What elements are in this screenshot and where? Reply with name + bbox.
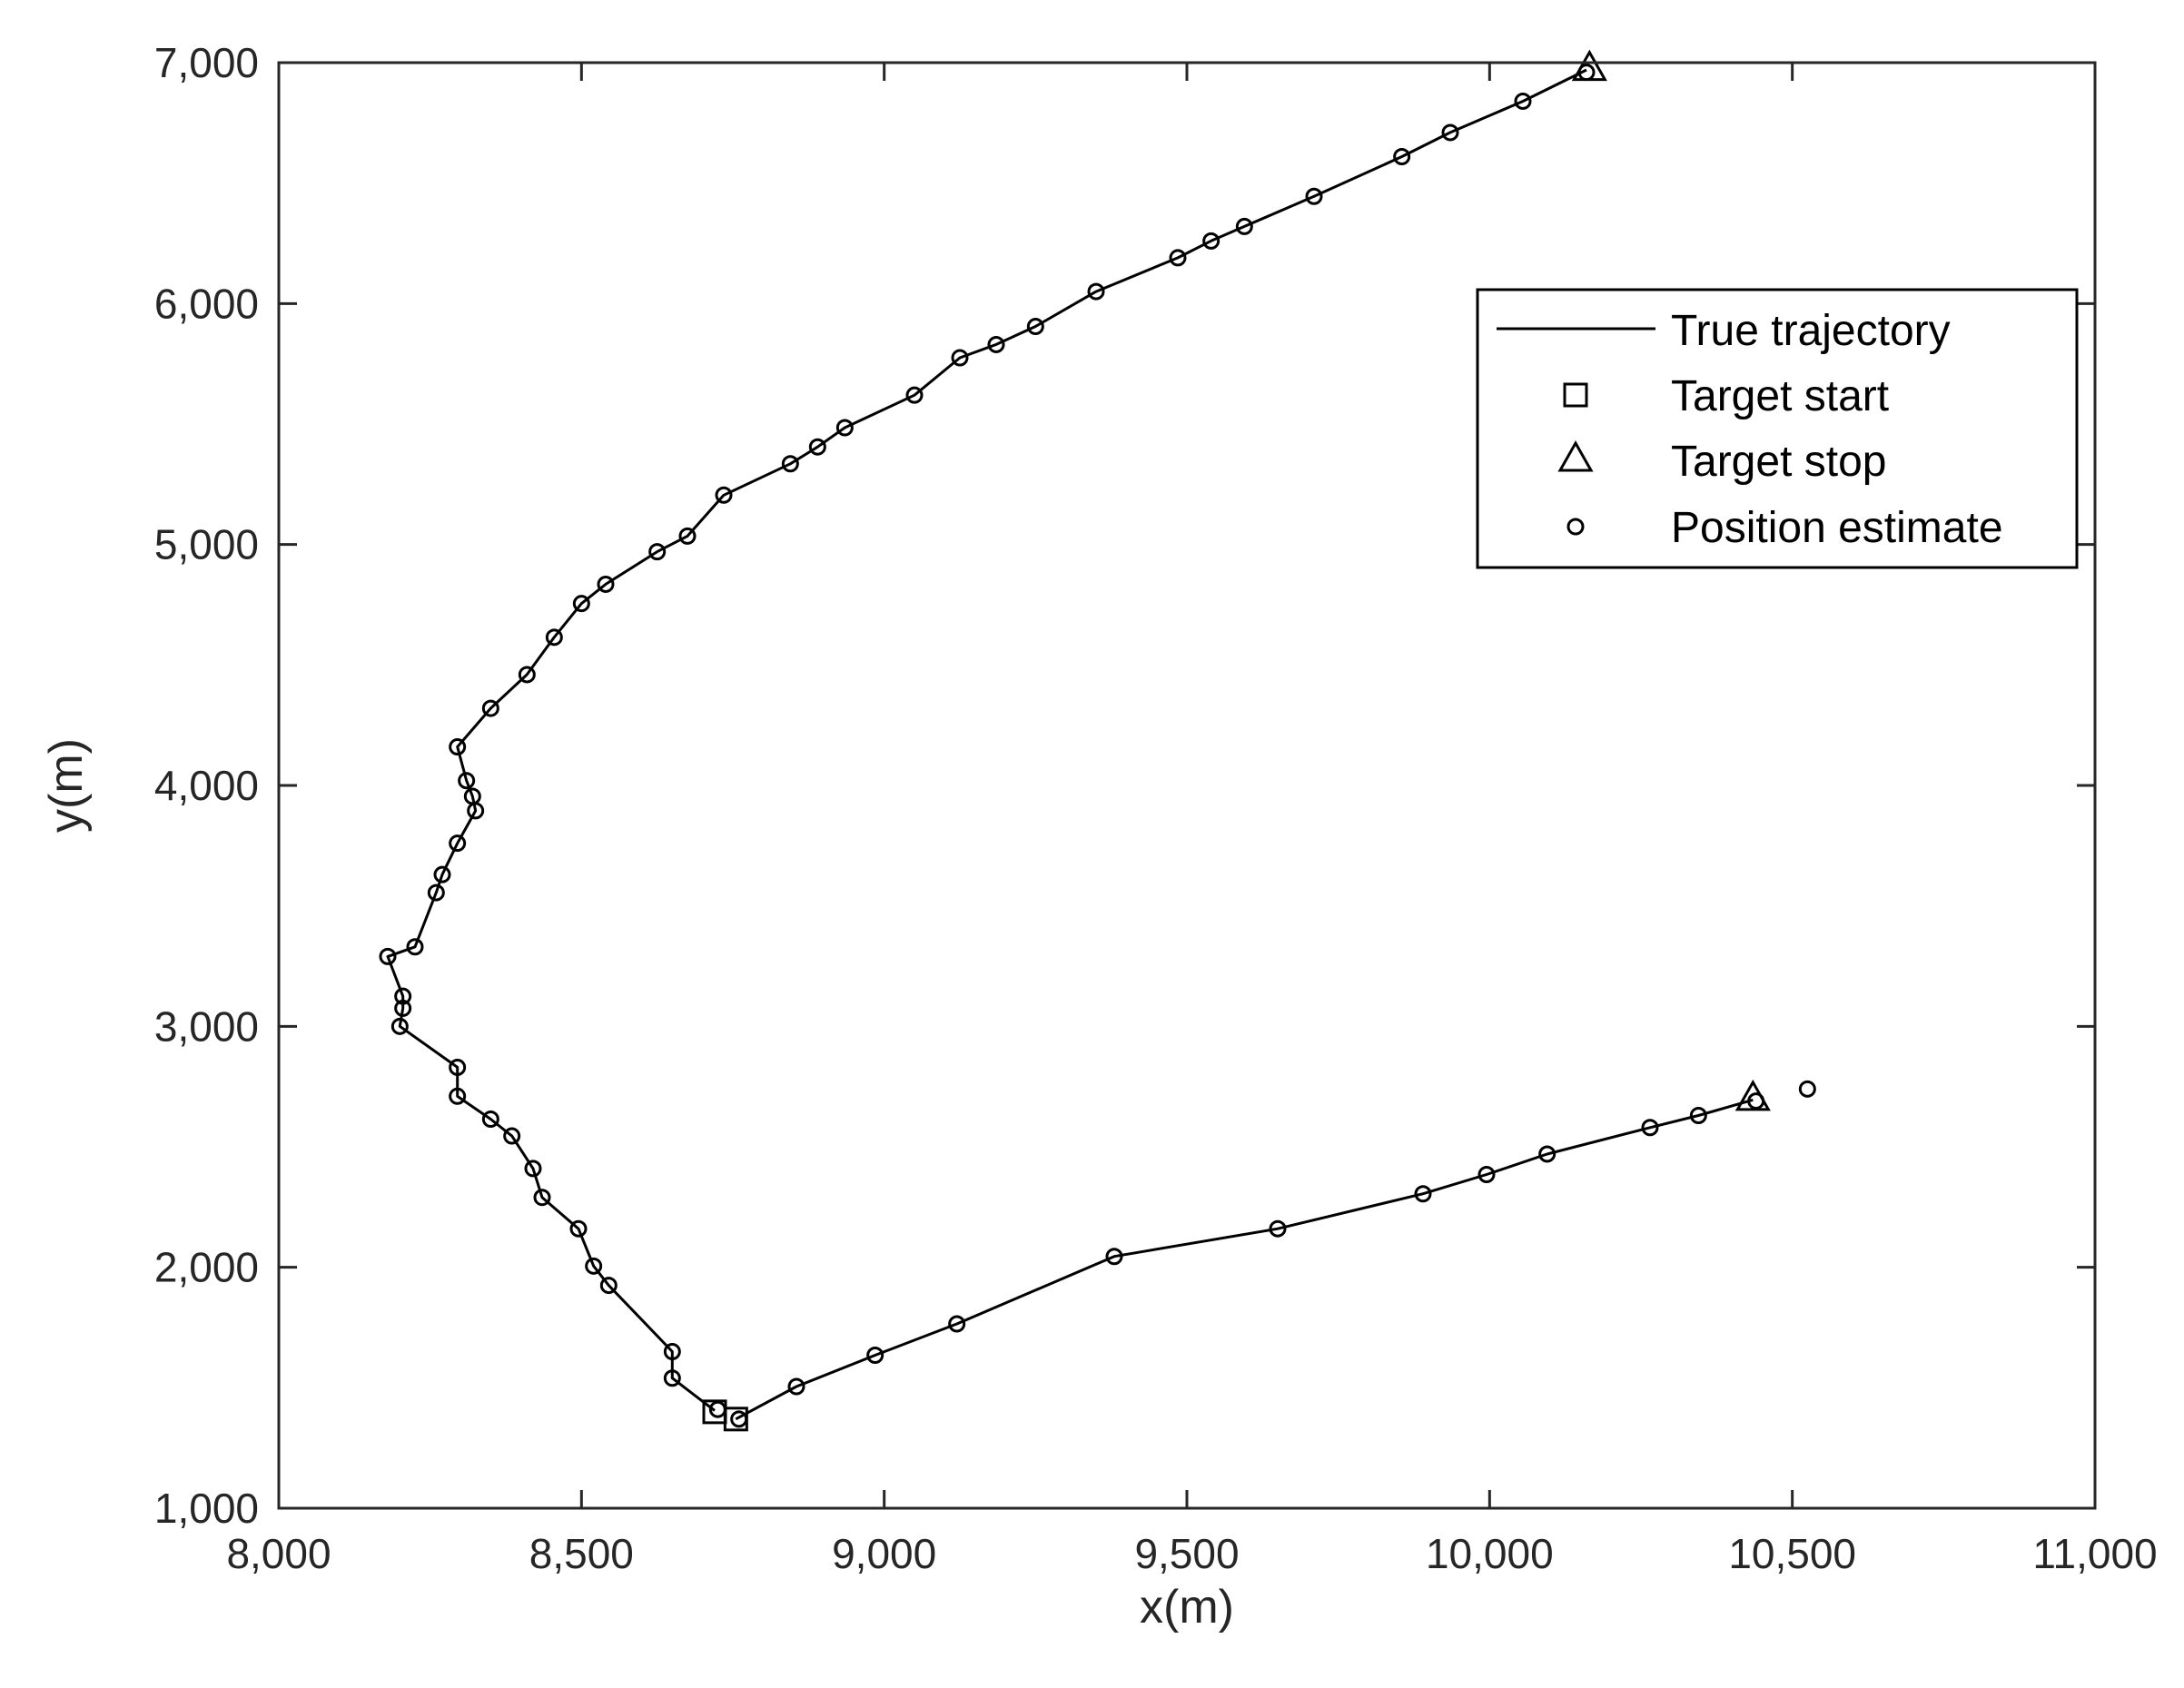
legend-label-true-trajectory: True trajectory: [1671, 307, 1951, 355]
position-estimate-marker: [458, 772, 476, 790]
position-estimate-marker: [1393, 147, 1411, 165]
position-estimate-marker: [1689, 1107, 1707, 1125]
x-tick-label: 9,000: [832, 1530, 936, 1577]
position-estimate-marker: [1235, 217, 1253, 235]
position-estimate-marker: [1747, 1092, 1765, 1111]
position-estimate-marker: [433, 865, 451, 883]
legend-square-swatch: [1563, 382, 1588, 408]
legend-label-position-estimate: Position estimate: [1671, 504, 2003, 552]
position-estimate-marker: [481, 1110, 499, 1128]
position-estimate-marker: [951, 349, 969, 367]
legend-triangle-swatch: [1557, 439, 1594, 472]
x-tick-label: 10,500: [1728, 1530, 1856, 1577]
position-estimate-marker: [394, 987, 412, 1005]
y-axis-title: y(m): [40, 738, 93, 833]
plot-area-frame: [277, 61, 2097, 1510]
position-estimate-marker: [1577, 64, 1596, 82]
y-tick-label: 1,000: [154, 1485, 259, 1532]
position-estimate-marker: [449, 1058, 467, 1076]
position-estimate-marker: [449, 1087, 467, 1105]
x-tick-label: 8,000: [226, 1530, 331, 1577]
position-estimate-marker: [1305, 187, 1323, 205]
position-estimate-marker: [730, 1410, 748, 1428]
position-estimate-marker: [1477, 1166, 1496, 1184]
position-estimate-marker: [781, 455, 799, 473]
position-estimate-marker: [1269, 1219, 1287, 1238]
y-tick-label: 6,000: [154, 280, 259, 327]
position-estimate-marker: [585, 1257, 603, 1275]
y-tick-label: 3,000: [154, 1002, 259, 1050]
x-tick-label: 8,500: [529, 1530, 634, 1577]
position-estimate-marker: [572, 595, 590, 613]
position-estimate-marker: [390, 1017, 409, 1035]
position-estimate-marker: [533, 1189, 551, 1207]
position-estimate-marker: [1026, 318, 1044, 336]
position-estimate-marker: [449, 834, 467, 853]
position-estimate-marker: [987, 335, 1005, 353]
position-estimate-marker: [1202, 232, 1220, 250]
position-estimate-marker: [1798, 1080, 1816, 1098]
position-estimate-marker: [1414, 1185, 1432, 1203]
y-tick-label: 5,000: [154, 521, 259, 568]
position-estimate-marker: [835, 419, 854, 437]
x-tick-label: 10,000: [1426, 1530, 1554, 1577]
position-estimate-marker: [524, 1160, 542, 1178]
position-estimate-marker: [1105, 1248, 1123, 1266]
legend: True trajectory Target start Target stop…: [1476, 288, 2079, 569]
position-estimate-marker: [663, 1369, 681, 1387]
position-estimate-marker: [406, 938, 424, 956]
position-estimate-marker: [1641, 1119, 1659, 1137]
position-estimate-marker: [394, 999, 412, 1017]
y-tick-label: 4,000: [154, 762, 259, 809]
position-estimate-marker: [569, 1219, 588, 1238]
position-estimate-marker: [808, 438, 826, 456]
legend-label-target-start: Target start: [1671, 372, 1889, 420]
position-estimate-marker: [379, 947, 397, 965]
y-tick-label: 7,000: [154, 39, 259, 86]
x-tick-label: 9,500: [1134, 1530, 1239, 1577]
legend-box: [1476, 288, 2079, 569]
position-estimate-marker: [599, 1277, 618, 1295]
position-estimate-marker: [545, 628, 563, 647]
position-estimate-marker: [449, 738, 467, 756]
series-layer: [379, 49, 1816, 1432]
tick-labels: 8,000 8,500 9,000 9,500 10,000 10,500 11,000 1,…: [154, 39, 2158, 1577]
legend-label-target-stop: Target stop: [1671, 438, 1886, 486]
position-estimate-marker: [503, 1127, 521, 1145]
position-estimate-marker: [463, 787, 481, 805]
position-estimate-marker: [1538, 1145, 1556, 1163]
position-estimate-marker: [787, 1377, 805, 1396]
position-estimate-marker: [948, 1315, 966, 1333]
position-estimate-marker: [427, 883, 445, 902]
position-estimate-marker: [663, 1343, 681, 1361]
position-estimate-marker: [678, 527, 697, 545]
x-tick-label: 11,000: [2032, 1530, 2157, 1577]
position-estimate-marker: [905, 386, 924, 404]
position-estimate-marker: [1087, 282, 1105, 301]
position-estimate-marker: [715, 486, 733, 504]
position-estimate-marker: [648, 543, 667, 561]
position-estimate-marker: [481, 699, 499, 717]
position-estimate-marker: [1169, 249, 1187, 267]
position-estimate-marker: [518, 666, 536, 684]
legend-circle-swatch: [1566, 518, 1585, 536]
position-estimate-marker: [708, 1400, 726, 1418]
position-estimate-marker: [1514, 92, 1532, 110]
position-estimate-marker: [597, 575, 615, 593]
position-estimate-marker: [1441, 123, 1459, 142]
x-axis-title: x(m): [1140, 1581, 1234, 1634]
position-estimate-marker: [866, 1347, 884, 1365]
y-tick-label: 2,000: [154, 1244, 259, 1291]
